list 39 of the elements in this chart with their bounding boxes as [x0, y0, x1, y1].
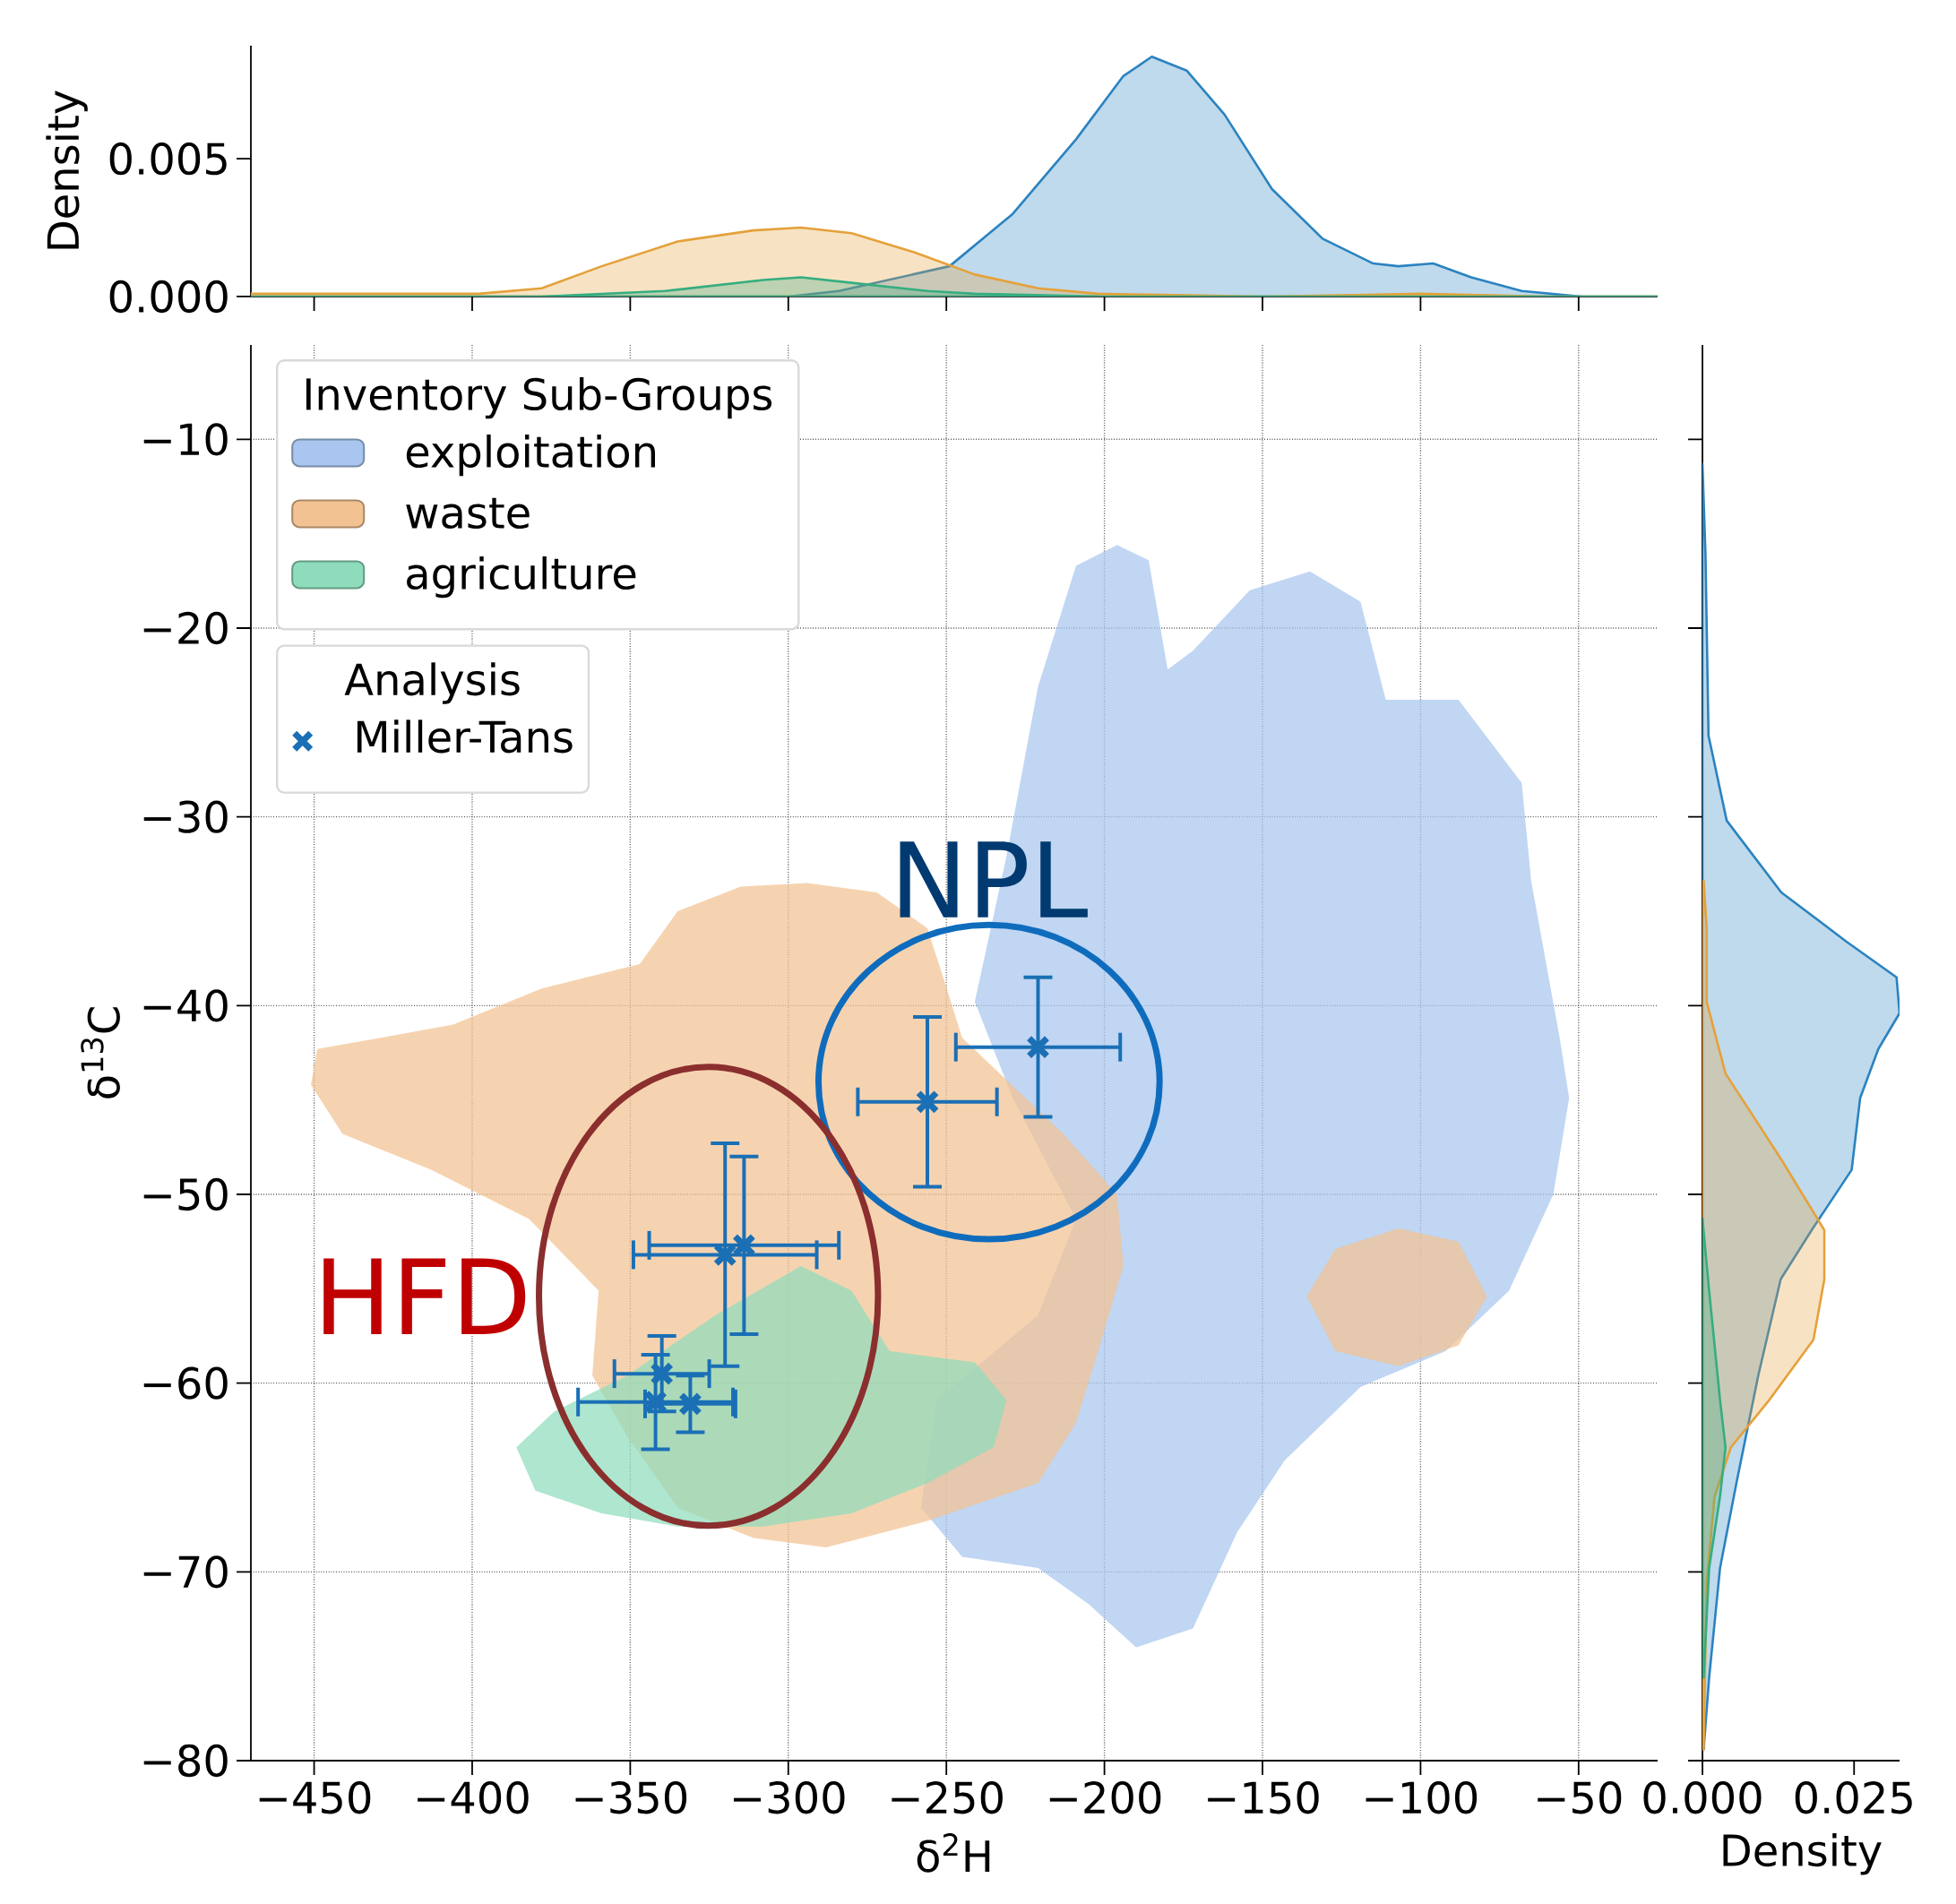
x-tick-label: −100 — [1366, 1781, 1478, 1814]
point — [731, 1233, 756, 1258]
y-axis-title: δ$^{13}$C — [81, 1007, 120, 1098]
point — [678, 1391, 702, 1417]
y-tick-label: −50 — [143, 1177, 228, 1211]
point — [650, 1361, 675, 1386]
legend-label: Miller-Tans — [357, 719, 573, 754]
annotation: HFD — [323, 1258, 526, 1335]
x-tick-label: −300 — [733, 1781, 845, 1814]
legend-label: exploitation — [406, 434, 655, 477]
y-tick-label: −20 — [143, 611, 228, 645]
x-tick-label: 0.000 — [1643, 1781, 1762, 1814]
y-tick-label: 0.005 — [109, 142, 227, 176]
y-tick-label: 0.000 — [109, 280, 228, 314]
y-tick-label: −10 — [143, 423, 228, 456]
x-tick-label: −150 — [1208, 1781, 1319, 1814]
y-axis-title: Density — [46, 90, 88, 249]
text: Inventory Sub-Groups — [306, 376, 772, 419]
legend-label: agriculture — [407, 556, 636, 599]
x-tick-label: −50 — [1538, 1781, 1622, 1814]
y-tick-label: −60 — [143, 1366, 228, 1400]
y-tick-label: −70 — [143, 1555, 228, 1589]
point — [915, 1090, 940, 1115]
x-tick-label: −350 — [575, 1781, 687, 1814]
x-tick-label: −250 — [892, 1781, 1003, 1814]
x-axis-title: Density — [1723, 1833, 1882, 1875]
x-tick-label: −200 — [1049, 1781, 1161, 1814]
x-tick-label: −450 — [259, 1781, 371, 1814]
y-tick-label: −80 — [143, 1744, 228, 1778]
point — [643, 1390, 668, 1415]
x-tick-label: −400 — [418, 1781, 529, 1814]
text: Analysis — [344, 662, 520, 704]
x-tick-label: 0.025 — [1795, 1781, 1912, 1814]
y-tick-label: −40 — [143, 989, 228, 1022]
point — [1026, 1035, 1050, 1060]
y-tick-label: −30 — [143, 800, 228, 833]
legend-label: waste — [406, 497, 530, 530]
annotation: NPL — [900, 841, 1088, 918]
x-axis-title: δ$^{2}$H — [917, 1833, 990, 1873]
